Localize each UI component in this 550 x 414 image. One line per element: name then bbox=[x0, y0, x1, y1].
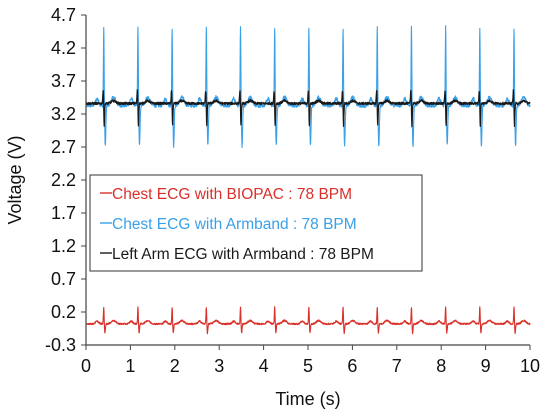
x-tick-label: 6 bbox=[347, 356, 357, 376]
legend: Chest ECG with BIOPAC : 78 BPM Chest ECG… bbox=[89, 174, 423, 272]
legend-entry-left-arm-armband: Left Arm ECG with Armband : 78 BPM bbox=[112, 246, 374, 263]
series-layer bbox=[85, 25, 531, 335]
y-tick-label: 1.7 bbox=[51, 203, 76, 223]
y-tick-label: -0.3 bbox=[45, 335, 76, 355]
x-tick-label: 2 bbox=[170, 356, 180, 376]
y-tick-label: 0.7 bbox=[51, 269, 76, 289]
x-tick-label: 7 bbox=[392, 356, 402, 376]
series-line-chest-biopac bbox=[85, 306, 531, 335]
series-line-left-arm-armband bbox=[85, 89, 531, 128]
y-tick-label: 0.2 bbox=[51, 302, 76, 322]
legend-entry-chest-armband: Chest ECG with Armband : 78 BPM bbox=[112, 216, 357, 233]
legend-box bbox=[89, 174, 423, 272]
x-axis-title: Time (s) bbox=[275, 389, 340, 409]
x-tick-label: 0 bbox=[81, 356, 91, 376]
x-tick-label: 10 bbox=[520, 356, 540, 376]
y-axis-title: Voltage (V) bbox=[5, 135, 25, 224]
series-line-chest-armband bbox=[85, 25, 531, 149]
y-tick-label: 2.7 bbox=[51, 137, 76, 157]
legend-entry-biopac: Chest ECG with BIOPAC : 78 BPM bbox=[112, 186, 352, 203]
y-tick-label: 3.2 bbox=[51, 104, 76, 124]
y-tick-label: 2.2 bbox=[51, 170, 76, 190]
y-tick-label: 4.7 bbox=[51, 5, 76, 25]
x-tick-label: 8 bbox=[436, 356, 446, 376]
y-tick-label: 1.2 bbox=[51, 236, 76, 256]
y-tick-label: 3.7 bbox=[51, 71, 76, 91]
x-tick-label: 5 bbox=[303, 356, 313, 376]
x-tick-label: 9 bbox=[481, 356, 491, 376]
x-tick-label: 1 bbox=[125, 356, 135, 376]
x-tick-label: 3 bbox=[214, 356, 224, 376]
x-tick-label: 4 bbox=[259, 356, 269, 376]
ticks-layer: 0 1 2 3 4 5 6 7 8 9 10 -0.3 0.2 0.7 1.2 1.7 2.2 2.7 3.2 3.7… bbox=[45, 5, 540, 376]
y-tick-label: 4.2 bbox=[51, 38, 76, 58]
